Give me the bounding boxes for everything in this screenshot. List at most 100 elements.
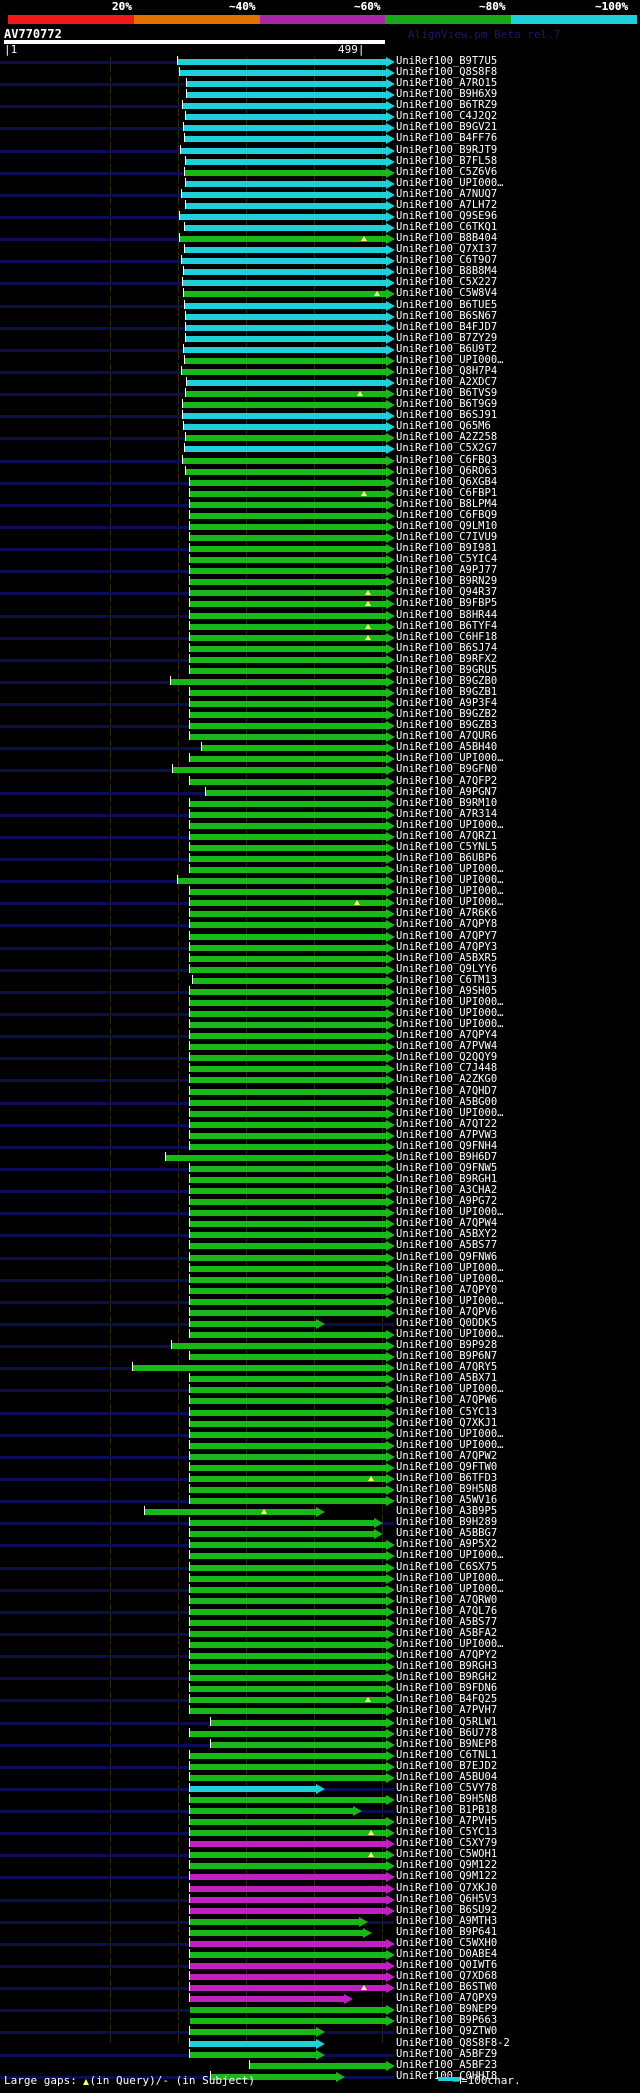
hit-row[interactable] <box>0 1340 640 1352</box>
hit-row[interactable] <box>0 111 640 123</box>
hsp-bar[interactable] <box>187 90 395 101</box>
hsp-bar[interactable] <box>185 134 395 145</box>
hit-label[interactable]: UniRef100_B6TRZ9 <box>396 99 498 112</box>
hsp-bar[interactable] <box>190 1274 395 1285</box>
hsp-bar[interactable] <box>190 566 395 577</box>
hit-label[interactable]: UniRef100_Q7XKJ0 <box>396 1881 498 1894</box>
hit-row[interactable] <box>0 100 640 112</box>
hit-label[interactable]: UniRef100_B9H5N8 <box>396 1792 498 1805</box>
hsp-bar[interactable] <box>186 333 395 344</box>
hsp-bar[interactable] <box>190 1983 395 1994</box>
hit-row[interactable] <box>0 2005 640 2016</box>
hit-row[interactable] <box>0 2048 640 2061</box>
hit-row[interactable] <box>0 1572 640 1585</box>
hit-row[interactable] <box>0 277 640 289</box>
hit-label[interactable]: UniRef100_B4FQ25 <box>396 1693 498 1706</box>
hsp-bar[interactable] <box>186 389 395 400</box>
hit-label[interactable]: UniRef100_B9RM10 <box>396 796 498 809</box>
hit-row[interactable] <box>0 963 640 976</box>
hsp-bar[interactable] <box>190 1662 395 1673</box>
hsp-bar[interactable] <box>190 699 395 710</box>
hsp-bar[interactable] <box>184 267 395 278</box>
hit-label[interactable]: UniRef100_UPI000… <box>396 896 504 909</box>
hit-row[interactable] <box>0 1140 640 1153</box>
hit-label[interactable]: UniRef100_B9P663 <box>396 2014 498 2027</box>
hit-row[interactable] <box>0 255 640 267</box>
hsp-bar[interactable] <box>190 1651 395 1662</box>
hit-label[interactable]: UniRef100_A9PGN7 <box>396 785 498 798</box>
hsp-bar[interactable] <box>190 1595 395 1606</box>
hit-label[interactable]: UniRef100_B8HR44 <box>396 608 498 621</box>
hit-label[interactable]: UniRef100_B9P6N7 <box>396 1350 498 1363</box>
hit-row[interactable] <box>0 56 640 68</box>
hit-row[interactable] <box>0 399 640 411</box>
hsp-bar[interactable] <box>186 466 395 477</box>
hit-row[interactable] <box>0 1351 640 1363</box>
hit-row[interactable] <box>0 1827 640 1839</box>
hit-row[interactable] <box>0 144 640 157</box>
hit-row[interactable] <box>0 886 640 898</box>
hit-label[interactable]: UniRef100_B9GV21 <box>396 121 498 134</box>
hit-row[interactable] <box>0 1926 640 1939</box>
hit-label[interactable]: UniRef100_B9NEP9 <box>396 2003 498 2016</box>
hit-label[interactable]: UniRef100_Q9SE96 <box>396 209 498 222</box>
hsp-bar[interactable] <box>186 322 395 333</box>
hit-label[interactable]: UniRef100_UPI000… <box>396 1427 504 1440</box>
hit-row[interactable] <box>0 1019 640 1031</box>
hsp-bar[interactable] <box>190 1806 362 1817</box>
hsp-bar[interactable] <box>190 865 395 876</box>
hsp-bar[interactable] <box>190 1186 395 1197</box>
hit-label[interactable]: UniRef100_A5BG00 <box>396 1095 498 1108</box>
hsp-bar[interactable] <box>178 876 395 887</box>
hit-label[interactable]: UniRef100_B7EJD2 <box>396 1759 498 1772</box>
hsp-bar[interactable] <box>190 1053 395 1064</box>
hit-row[interactable] <box>0 1196 640 1208</box>
hsp-bar[interactable] <box>190 488 395 499</box>
hit-row[interactable] <box>0 1539 640 1551</box>
hit-label[interactable]: UniRef100_C6SX75 <box>396 1560 498 1573</box>
hit-row[interactable] <box>0 653 640 666</box>
hit-row[interactable] <box>0 598 640 610</box>
hit-label[interactable]: UniRef100_A5WV16 <box>396 1494 498 1507</box>
hsp-bar[interactable] <box>190 953 395 964</box>
hit-row[interactable] <box>0 952 640 965</box>
hit-label[interactable]: UniRef100_UPI000… <box>396 1549 504 1562</box>
hit-label[interactable]: UniRef100_C5WXH0 <box>396 1936 498 1949</box>
hit-label[interactable]: UniRef100_B9GFN0 <box>396 763 498 776</box>
hit-label[interactable]: UniRef100_A7PVW3 <box>396 1128 498 1141</box>
hsp-bar[interactable] <box>190 1263 395 1274</box>
hit-row[interactable] <box>0 1461 640 1474</box>
hit-row[interactable] <box>0 1373 640 1385</box>
hit-label[interactable]: UniRef100_C5Z6V6 <box>396 165 498 178</box>
hit-row[interactable] <box>0 675 640 688</box>
hit-row[interactable] <box>0 1793 640 1806</box>
hsp-bar[interactable] <box>190 942 395 953</box>
hit-label[interactable]: UniRef100_B9P928 <box>396 1339 498 1352</box>
hit-label[interactable]: UniRef100_UPI000… <box>396 1571 504 1584</box>
hsp-bar[interactable] <box>183 101 395 112</box>
hit-row[interactable] <box>0 288 640 300</box>
hit-label[interactable]: UniRef100_B6UBP6 <box>396 852 498 865</box>
hit-label[interactable]: UniRef100_B9RN29 <box>396 575 498 588</box>
hit-label[interactable]: UniRef100_A7QPY7 <box>396 929 498 942</box>
hsp-bar[interactable] <box>190 1164 395 1174</box>
hit-label[interactable]: UniRef100_A3B9P5 <box>396 1505 498 1518</box>
hsp-bar[interactable] <box>190 820 395 831</box>
hit-label[interactable]: UniRef100_B6TYF4 <box>396 619 498 632</box>
hit-label[interactable]: UniRef100_B4FF76 <box>396 132 498 145</box>
hsp-bar[interactable] <box>190 2049 325 2060</box>
hit-row[interactable] <box>0 930 640 943</box>
hit-row[interactable] <box>0 1439 640 1452</box>
hit-row[interactable] <box>0 974 640 987</box>
hit-row[interactable] <box>0 89 640 101</box>
hit-label[interactable]: UniRef100_Q9FNW6 <box>396 1250 498 1263</box>
hit-label[interactable]: UniRef100_A9MTH3 <box>396 1914 498 1927</box>
hsp-bar[interactable] <box>190 710 395 721</box>
hit-row[interactable] <box>0 1915 640 1928</box>
hit-label[interactable]: UniRef100_UPI000… <box>396 353 504 366</box>
hit-row[interactable] <box>0 1650 640 1662</box>
hsp-bar[interactable] <box>190 1075 395 1086</box>
hit-row[interactable] <box>0 919 640 931</box>
hsp-bar[interactable] <box>190 721 395 732</box>
hit-label[interactable]: UniRef100_C5VY78 <box>396 1781 498 1794</box>
